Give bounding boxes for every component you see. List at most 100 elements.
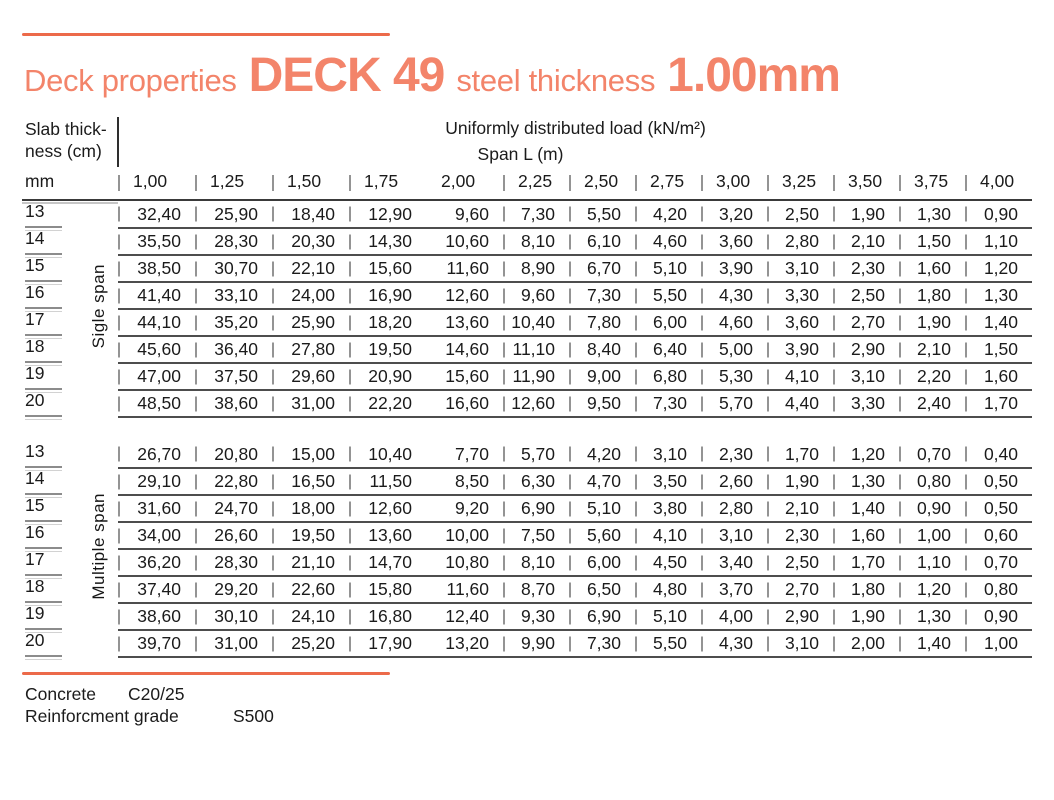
load-value-cell: 15,00 — [272, 441, 350, 469]
slab-thickness-cell: 13 — [22, 200, 80, 228]
load-value-cell: 48,50 — [118, 390, 196, 418]
load-value-cell: 2,50 — [767, 200, 834, 229]
table-row: 18 37,40 29,20 22,60 15,80 11,60 8,70 6,50 4,80 3… — [22, 576, 1033, 604]
load-value-cell: 8,40 — [569, 336, 636, 364]
load-value-cell: 36,40 — [195, 336, 273, 364]
load-value-cell: 8,50 — [426, 468, 504, 496]
load-value-cell: 1,90 — [767, 468, 834, 496]
load-value-cell: 4,20 — [635, 200, 702, 229]
section-label-cell: Sigle span — [80, 200, 118, 417]
load-value-cell: 20,30 — [272, 228, 350, 256]
load-value-cell: 28,30 — [195, 549, 273, 577]
span-column-header: 3,25 — [767, 167, 834, 201]
table-section: 13 Multiple span 26,70 20,80 15,00 10,40 7,70 5… — [22, 441, 1033, 658]
load-value-cell: 11,60 — [426, 255, 504, 283]
title-mid: steel thickness — [456, 63, 656, 98]
slab-thickness-value: 15 — [25, 255, 62, 282]
load-value-cell: 32,40 — [118, 200, 196, 229]
accent-rule-bottom — [22, 672, 390, 675]
slab-thickness-value: 14 — [25, 468, 62, 495]
load-value-cell: 13,60 — [426, 309, 504, 337]
table-row: 13 Multiple span 26,70 20,80 15,00 10,40 7,70 5… — [22, 441, 1033, 600]
slab-thickness-cell: 14 — [22, 468, 80, 495]
load-value-cell: 4,60 — [635, 228, 702, 256]
load-value-cell: 19,50 — [272, 522, 350, 550]
load-value-cell: 2,30 — [833, 255, 900, 283]
load-value-cell: 6,00 — [569, 549, 636, 577]
slab-thickness-value: 19 — [25, 603, 62, 630]
load-value-cell: 15,60 — [349, 255, 427, 283]
load-value-cell: 1,20 — [833, 441, 900, 469]
load-value-cell: 8,10 — [503, 549, 570, 577]
table-row: 17 36,20 28,30 21,10 14,70 10,80 8,10 6,00 4,50 3… — [22, 549, 1033, 577]
span-column-header: 3,00 — [701, 167, 768, 201]
table-row: 15 38,50 30,70 22,10 15,60 11,60 8,90 6,70 5,10 3… — [22, 255, 1033, 283]
load-value-cell: 22,20 — [349, 390, 427, 418]
reinforcement-row: Reinforcment grade S500 — [25, 706, 1032, 728]
concrete-value: C20/25 — [128, 684, 185, 704]
footer-notes: Concrete C20/25 Reinforcment grade S500 — [25, 684, 1032, 727]
span-column-header: 4,00 — [965, 167, 1033, 201]
slab-thickness-cell: 19 — [22, 363, 80, 390]
load-value-cell: 31,00 — [272, 390, 350, 418]
load-value-cell: 4,10 — [635, 522, 702, 550]
load-value-cell: 3,50 — [635, 468, 702, 496]
load-value-cell: 2,10 — [767, 495, 834, 523]
load-value-cell: 8,90 — [503, 255, 570, 283]
load-value-cell: 3,60 — [767, 309, 834, 337]
load-value-cell: 31,60 — [118, 495, 196, 523]
load-value-cell: 7,80 — [569, 309, 636, 337]
load-value-cell: 2,00 — [833, 630, 900, 658]
load-value-cell: 3,30 — [833, 390, 900, 418]
load-value-cell: 30,10 — [195, 603, 273, 631]
load-value-cell: 39,70 — [118, 630, 196, 658]
load-value-cell: 0,80 — [965, 576, 1033, 604]
slab-thickness-value: 20 — [25, 390, 62, 417]
span-column-header: 2,00 — [426, 167, 504, 201]
deck-properties-table: Slab thick- ness (cm) Uniformly distribu… — [22, 117, 1033, 658]
slab-thickness-cell: 18 — [22, 576, 80, 603]
load-value-cell: 8,10 — [503, 228, 570, 256]
load-value-cell: 18,40 — [272, 200, 350, 229]
slab-thickness-cell: 14 — [22, 228, 80, 255]
load-value-cell: 11,50 — [349, 468, 427, 496]
load-value-cell: 16,80 — [349, 603, 427, 631]
slab-thickness-value: 19 — [25, 363, 62, 390]
load-value-cell: 24,10 — [272, 603, 350, 631]
load-value-cell: 1,00 — [899, 522, 966, 550]
slab-thickness-cell: 15 — [22, 255, 80, 282]
load-value-cell: 5,10 — [569, 495, 636, 523]
slab-thickness-header: Slab thick- ness (cm) — [22, 117, 118, 167]
load-value-cell: 1,30 — [899, 603, 966, 631]
load-value-cell: 0,40 — [965, 441, 1033, 469]
load-value-cell: 38,60 — [118, 603, 196, 631]
load-value-cell: 9,60 — [426, 200, 504, 229]
table-row: 16 41,40 33,10 24,00 16,90 12,60 9,60 7,30 5,50 4… — [22, 282, 1033, 310]
load-value-cell: 34,00 — [118, 522, 196, 550]
load-value-cell: 11,60 — [426, 576, 504, 604]
load-value-cell: 4,50 — [635, 549, 702, 577]
load-value-cell: 2,30 — [701, 441, 768, 469]
load-value-cell: 12,60 — [426, 282, 504, 310]
load-value-cell: 2,90 — [767, 603, 834, 631]
load-value-cell: 44,10 — [118, 309, 196, 337]
table-row: 18 45,60 36,40 27,80 19,50 14,60 11,10 8,40 6,40… — [22, 336, 1033, 364]
load-value-cell: 1,80 — [833, 576, 900, 604]
load-value-cell: 37,50 — [195, 363, 273, 391]
load-value-cell: 25,90 — [272, 309, 350, 337]
slab-thickness-header-line2: ness (cm) — [25, 141, 102, 161]
load-value-cell: 21,10 — [272, 549, 350, 577]
load-value-cell: 2,70 — [833, 309, 900, 337]
table-row: 17 44,10 35,20 25,90 18,20 13,60 10,40 7,80 6,00… — [22, 309, 1033, 337]
load-value-cell: 3,90 — [701, 255, 768, 283]
load-value-cell: 3,70 — [701, 576, 768, 604]
load-value-cell: 35,20 — [195, 309, 273, 337]
mm-unit-label: mm — [22, 167, 119, 201]
load-value-cell: 33,10 — [195, 282, 273, 310]
load-value-cell: 22,80 — [195, 468, 273, 496]
table-row: 19 38,60 30,10 24,10 16,80 12,40 9,30 6,90 5,10 4… — [22, 603, 1033, 631]
span-column-header: 2,75 — [635, 167, 702, 201]
load-value-cell: 4,10 — [767, 363, 834, 391]
span-column-header: 1,50 — [272, 167, 350, 201]
concrete-row: Concrete C20/25 — [25, 684, 1032, 706]
